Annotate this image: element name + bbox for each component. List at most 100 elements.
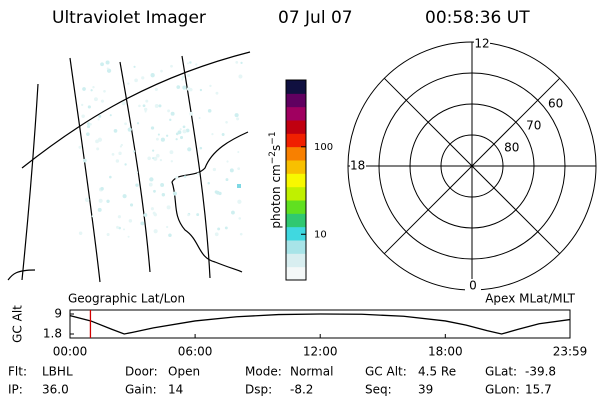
time: 00:58:36 UT [425, 8, 530, 28]
info-value: 14 [168, 383, 183, 397]
map-pixel [199, 88, 203, 92]
polar-ring [440, 134, 504, 198]
map-pixel [91, 215, 94, 218]
date: 07 Jul 07 [278, 8, 353, 28]
map-pixel [135, 183, 139, 187]
map-pixel [215, 190, 220, 195]
x-tick-label: 06:00 [178, 345, 213, 359]
map-pixel [238, 217, 242, 220]
map-pixel [86, 122, 90, 125]
map-pixel [136, 122, 140, 125]
map-pixel [209, 84, 212, 88]
map-pixel [159, 158, 163, 162]
map-pixel [121, 101, 126, 106]
map-pixel [119, 145, 122, 148]
map-pixel [117, 215, 121, 219]
map-pixel [165, 134, 169, 137]
map-pixel [160, 137, 165, 142]
title: Ultraviolet Imager [52, 8, 206, 28]
map-pixel [211, 133, 214, 136]
mlt-label: 18 [350, 159, 365, 173]
colorbar-band [286, 213, 306, 228]
map-pixel [225, 178, 229, 182]
map-pixel [127, 235, 130, 238]
map-pixel [177, 130, 182, 135]
map-pixel [168, 233, 172, 238]
map-pixel [175, 138, 178, 141]
info-value: 36.0 [42, 383, 69, 397]
map-pixel [148, 182, 153, 187]
info-value: Open [168, 365, 200, 379]
info-label: Mode: [245, 365, 282, 379]
map-pixel [167, 109, 170, 113]
info-value: 15.7 [525, 383, 552, 397]
tick-label: 100 [314, 142, 333, 153]
label-bg [465, 279, 481, 293]
map-pixel [182, 125, 186, 129]
map-pixel [78, 145, 82, 149]
map-pixel [225, 120, 228, 124]
info-label: IP: [8, 383, 23, 397]
map-pixel [150, 126, 155, 130]
map-pixel [122, 194, 127, 199]
map-pixel [98, 114, 102, 118]
map-pixel [150, 207, 154, 211]
map-pixel [183, 175, 187, 178]
info-label: GLat: [485, 365, 517, 379]
map-pixel [144, 110, 147, 113]
map-pixel [237, 199, 242, 204]
map-pixel [92, 85, 95, 89]
map-pixel [153, 229, 158, 234]
map-pixel [198, 116, 201, 120]
label-bg [350, 159, 366, 173]
polar-ring [409, 103, 535, 229]
map-pixel [170, 160, 173, 163]
map-pixel [145, 99, 149, 103]
info-value: -8.2 [290, 383, 313, 397]
map-pixel [134, 78, 138, 83]
map-pixel [124, 122, 127, 126]
colorbar-frame [285, 79, 307, 281]
map-pixel [155, 153, 160, 158]
mlt-label: 12 [474, 37, 489, 51]
map-pixel [105, 60, 110, 65]
map-pixel [127, 82, 130, 85]
map-pixel [138, 104, 141, 108]
mlt-label: 0 [469, 279, 477, 293]
map-pixel [109, 175, 112, 179]
map-pixel [89, 122, 92, 126]
altitude-line [69, 313, 571, 335]
map-pixel [181, 78, 184, 81]
colorbar-label: photon cm−2s−1 [268, 131, 283, 228]
colorbar-band [286, 146, 306, 161]
map-pixel [106, 67, 109, 70]
map-pixel [82, 87, 86, 91]
x-tick-label: 23:59 [553, 345, 588, 359]
tick-label: 10 [314, 229, 327, 240]
map-pixel [109, 114, 112, 117]
polar-spoke [383, 77, 561, 255]
map-pixel [135, 171, 139, 174]
map-pixel [100, 99, 104, 103]
map-pixel [133, 65, 136, 68]
map-pixel [97, 118, 100, 121]
map-pixel [100, 62, 104, 67]
map-pixel [237, 167, 241, 171]
info-value: 4.5 Re [418, 365, 456, 379]
label-part: photon cm [269, 164, 283, 228]
map-pixel [153, 156, 158, 161]
map-pixel [141, 76, 145, 80]
map-pixel [103, 89, 106, 93]
map-pixel [207, 182, 210, 185]
map-pixel [133, 150, 136, 153]
map-pixel [128, 219, 133, 223]
map-pixel [224, 226, 228, 230]
map-pixel [215, 91, 219, 95]
label-part: −2 [268, 151, 278, 164]
label-part: s [269, 145, 283, 151]
colorbar-band [286, 173, 306, 188]
map-pixel [118, 226, 121, 230]
colorbar-band [286, 266, 306, 281]
map-pixel [179, 128, 182, 131]
